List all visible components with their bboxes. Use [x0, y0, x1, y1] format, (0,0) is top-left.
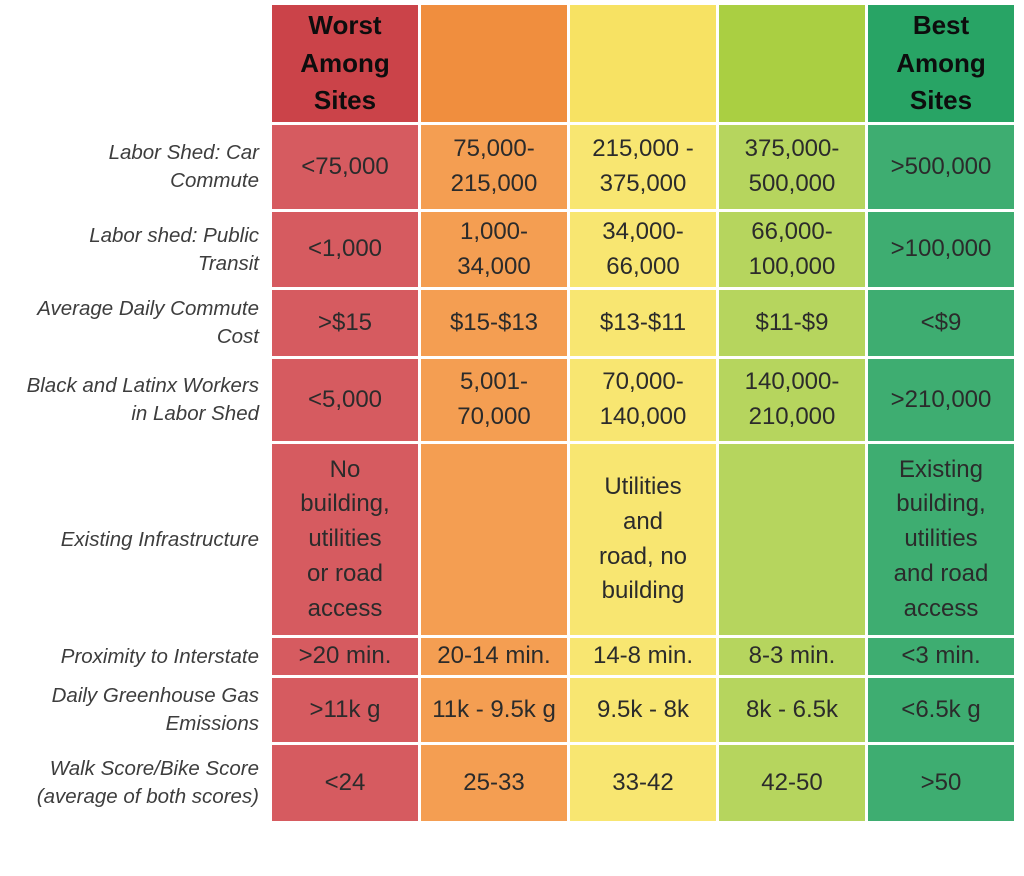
value-cell: <75,000 — [272, 125, 418, 209]
value-cell: 1,000- 34,000 — [421, 212, 567, 287]
value-cell: >210,000 — [868, 359, 1014, 441]
value-cell: >100,000 — [868, 212, 1014, 287]
value-cell: >11k g — [272, 678, 418, 742]
value-cell — [719, 444, 865, 635]
value-cell: >20 min. — [272, 638, 418, 675]
value-cell: 11k - 9.5k g — [421, 678, 567, 742]
value-cell: $11-$9 — [719, 290, 865, 356]
value-cell: 20-14 min. — [421, 638, 567, 675]
value-cell: <6.5k g — [868, 678, 1014, 742]
criterion-label-black-latinx-workers: Black and Latinx Workers in Labor Shed — [0, 359, 269, 441]
header-tier-3 — [570, 5, 716, 122]
value-cell: 375,000- 500,000 — [719, 125, 865, 209]
value-cell: 70,000- 140,000 — [570, 359, 716, 441]
site-comparison-table: Worst Among Sites Best Among Sites Labor… — [0, 5, 1024, 821]
header-tier-4 — [719, 5, 865, 122]
value-cell: 66,000- 100,000 — [719, 212, 865, 287]
value-cell: 25-33 — [421, 745, 567, 821]
value-cell: <1,000 — [272, 212, 418, 287]
value-cell: 8-3 min. — [719, 638, 865, 675]
value-cell: 75,000- 215,000 — [421, 125, 567, 209]
value-cell: 33-42 — [570, 745, 716, 821]
criterion-label-labor-shed-car: Labor Shed: Car Commute — [0, 125, 269, 209]
value-cell: 215,000 - 375,000 — [570, 125, 716, 209]
value-cell: >50 — [868, 745, 1014, 821]
value-cell: <5,000 — [272, 359, 418, 441]
corner-spacer — [0, 5, 269, 122]
criterion-label-ghg-emissions: Daily Greenhouse Gas Emissions — [0, 678, 269, 742]
value-cell: 140,000- 210,000 — [719, 359, 865, 441]
value-cell: Utilities and road, no building — [570, 444, 716, 635]
value-cell: >$15 — [272, 290, 418, 356]
value-cell: 5,001- 70,000 — [421, 359, 567, 441]
value-cell: <$9 — [868, 290, 1014, 356]
value-cell: <24 — [272, 745, 418, 821]
value-cell: >500,000 — [868, 125, 1014, 209]
value-cell: 8k - 6.5k — [719, 678, 865, 742]
value-cell — [421, 444, 567, 635]
value-cell: $15-$13 — [421, 290, 567, 356]
header-best-among-sites: Best Among Sites — [868, 5, 1014, 122]
criterion-label-proximity-interstate: Proximity to Interstate — [0, 638, 269, 675]
value-cell: $13-$11 — [570, 290, 716, 356]
criterion-label-labor-shed-transit: Labor shed: Public Transit — [0, 212, 269, 287]
value-cell: 14-8 min. — [570, 638, 716, 675]
value-cell: 34,000- 66,000 — [570, 212, 716, 287]
value-cell: 42-50 — [719, 745, 865, 821]
value-cell: No building, utilities or road access — [272, 444, 418, 635]
criterion-label-commute-cost: Average Daily Commute Cost — [0, 290, 269, 356]
value-cell: 9.5k - 8k — [570, 678, 716, 742]
value-cell: <3 min. — [868, 638, 1014, 675]
header-worst-among-sites: Worst Among Sites — [272, 5, 418, 122]
header-tier-2 — [421, 5, 567, 122]
criterion-label-existing-infrastructure: Existing Infrastructure — [0, 444, 269, 635]
criterion-label-walk-bike-score: Walk Score/Bike Score (average of both s… — [0, 745, 269, 821]
value-cell: Existing building, utilities and road ac… — [868, 444, 1014, 635]
